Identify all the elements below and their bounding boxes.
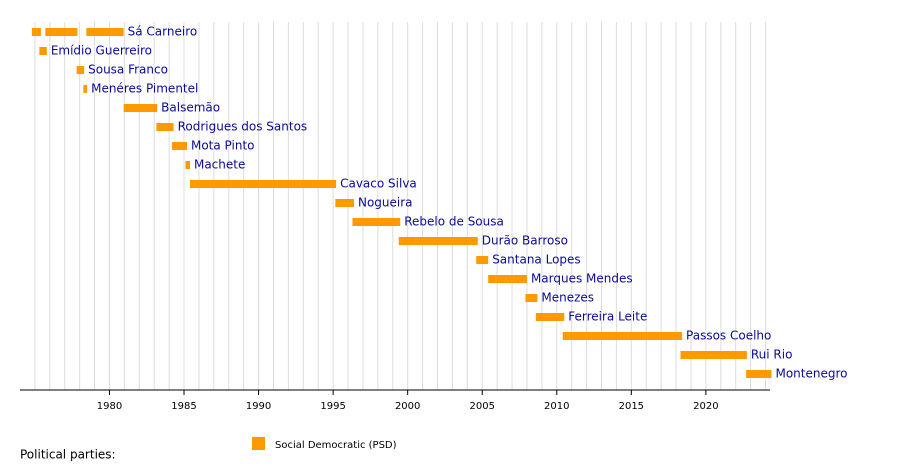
leader-label: Passos Coelho (686, 329, 771, 343)
x-tick-label: 1995 (320, 401, 345, 412)
leader-label: Durão Barroso (482, 234, 568, 248)
legend-title: Political parties: (20, 448, 116, 462)
x-tick-label: 2015 (619, 401, 644, 412)
term-bar (535, 313, 565, 321)
term-bar (156, 123, 174, 131)
x-tick-label: 2010 (544, 401, 569, 412)
term-bar (189, 180, 337, 188)
term-bar (398, 237, 478, 245)
leader-label: Nogueira (358, 196, 413, 210)
leader-label: Sousa Franco (88, 63, 168, 77)
leader-label: Montenegro (775, 367, 847, 381)
leader-label: Ferreira Leite (568, 310, 647, 324)
term-bar (31, 28, 41, 36)
leader-label: Menéres Pimentel (91, 82, 198, 96)
term-bar (562, 332, 683, 340)
legend-swatch (252, 437, 265, 450)
term-bar (123, 104, 158, 112)
term-bar (525, 294, 538, 302)
leader-label: Emídio Guerreiro (51, 44, 152, 58)
leader-label: Mota Pinto (191, 139, 255, 153)
x-tick-label: 1990 (246, 401, 271, 412)
x-tick-label: 2005 (470, 401, 495, 412)
x-tick-label: 2020 (693, 401, 718, 412)
term-bar (335, 199, 354, 207)
leader-label: Cavaco Silva (340, 177, 417, 191)
term-bar (39, 47, 47, 55)
leader-label: Machete (194, 158, 245, 172)
term-bar (86, 28, 124, 36)
term-bar (76, 66, 85, 74)
term-bar (45, 28, 78, 36)
leader-label: Balsemão (161, 101, 220, 115)
term-bar (352, 218, 401, 226)
leader-label: Sá Carneiro (128, 25, 198, 39)
x-tick-label: 2000 (395, 401, 420, 412)
legend-label: Social Democratic (PSD) (275, 440, 397, 451)
leader-label: Marques Mendes (531, 272, 633, 286)
leader-label: Menezes (541, 291, 594, 305)
term-bar (83, 85, 88, 93)
leader-label: Rodrigues dos Santos (178, 120, 308, 134)
term-bar (476, 256, 489, 264)
term-bar (172, 142, 187, 150)
leader-label: Rebelo de Sousa (404, 215, 504, 229)
term-bar (185, 161, 190, 169)
leader-label: Santana Lopes (492, 253, 580, 267)
x-tick-label: 1980 (97, 401, 122, 412)
term-bar (680, 351, 747, 359)
term-bar (488, 275, 527, 283)
x-tick-label: 1985 (171, 401, 196, 412)
leader-label: Rui Rio (751, 348, 793, 362)
term-bar (746, 370, 772, 378)
